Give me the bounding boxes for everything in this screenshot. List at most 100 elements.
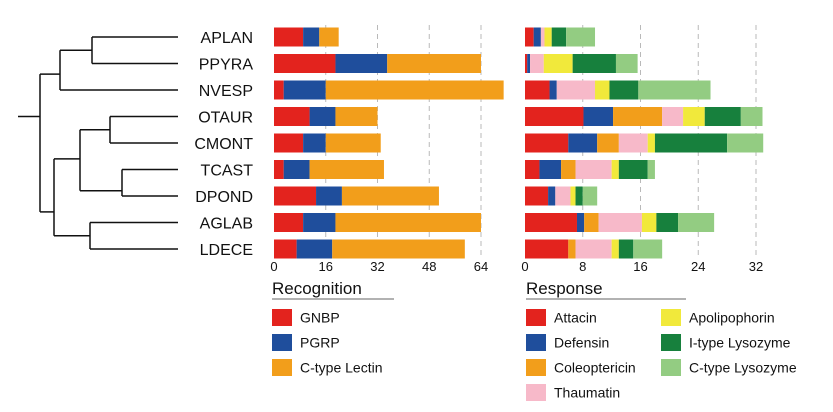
response-bar-nvesp-attacin — [525, 80, 550, 100]
response-bar-dpond-attacin — [525, 186, 549, 206]
recognition-bar-tcast-c-type-lectin — [309, 160, 384, 179]
response-legend-label-thaumatin: Thaumatin — [554, 385, 620, 401]
response-bar-cmont-attacin — [525, 133, 569, 153]
species-label-nvesp: NVESP — [199, 83, 253, 100]
response-bar-ppyra-c-type-lysozyme — [615, 54, 638, 73]
recognition-bar-aplan-c-type-lectin — [319, 27, 339, 47]
recognition-bar-dpond-pgrp — [316, 186, 342, 206]
response-legend: Response Attacin Defensin Coleoptericin Thau… — [526, 279, 797, 401]
response-legend-title: Response — [526, 279, 603, 298]
recognition-bar-dpond-c-type-lectin — [341, 186, 439, 206]
response-bar-ppyra-thaumatin — [530, 54, 544, 73]
response-legend-swatch-apolipophorin — [661, 309, 681, 326]
response-bar-aglab-attacin — [525, 213, 577, 232]
response-legend-swatch-coleoptericin — [526, 359, 546, 376]
response-bar-nvesp-c-type-lysozyme — [638, 80, 711, 100]
response-bar-otaur-attacin — [525, 107, 584, 126]
response-legend-swatch-thaumatin — [526, 384, 546, 401]
response-bar-ldece-apolipophorin — [611, 239, 619, 259]
response-bar-otaur-defensin — [583, 107, 614, 126]
response-legend-swatch-c-type-lysozyme — [661, 359, 681, 376]
recognition-bar-dpond-gnbp — [274, 186, 317, 206]
response-bar-tcast-i-type-lysozyme — [618, 160, 648, 179]
species-label-ldece: LDECE — [200, 242, 253, 259]
species-label-cmont: CMONT — [194, 136, 253, 153]
response-bar-ldece-thaumatin — [575, 239, 612, 259]
response-bar-aplan-i-type-lysozyme — [551, 27, 567, 47]
response-bar-dpond-apolipophorin — [570, 186, 576, 206]
response-bar-aglab-apolipophorin — [641, 213, 657, 232]
recognition-bar-aplan-pgrp — [303, 27, 320, 47]
response-bar-otaur-coleoptericin — [613, 107, 663, 126]
response-bar-ppyra-i-type-lysozyme — [572, 54, 616, 73]
response-bar-dpond-thaumatin — [555, 186, 571, 206]
response-bar-tcast-defensin — [539, 160, 562, 179]
response-bar-aglab-defensin — [576, 213, 585, 232]
response-bar-nvesp-i-type-lysozyme — [609, 80, 639, 100]
recognition-bar-cmont-gnbp — [274, 133, 304, 153]
species-labels: APLAN PPYRA NVESP OTAUR CMONT TCAST DPOND AGLAB… — [194, 30, 253, 259]
recognition-bar-aglab-pgrp — [303, 213, 336, 232]
recognition-bar-ppyra-pgrp — [335, 54, 388, 73]
recognition-legend-label-pgrp: PGRP — [300, 335, 340, 351]
response-bar-tcast-coleoptericin — [561, 160, 576, 179]
recognition-bar-ppyra-gnbp — [274, 54, 336, 73]
response-tick-label-32: 32 — [749, 259, 763, 274]
response-bar-aplan-defensin — [533, 27, 541, 47]
recognition-bar-nvesp-gnbp — [274, 80, 284, 100]
response-bar-aplan-attacin — [525, 27, 534, 47]
response-bar-dpond-i-type-lysozyme — [575, 186, 583, 206]
response-bar-dpond-c-type-lysozyme — [582, 186, 598, 206]
response-bar-ldece-i-type-lysozyme — [618, 239, 634, 259]
recognition-bar-aglab-c-type-lectin — [335, 213, 481, 232]
response-bar-cmont-i-type-lysozyme — [654, 133, 728, 153]
recognition-bar-ldece-pgrp — [296, 239, 333, 259]
recognition-bar-tcast-gnbp — [274, 160, 284, 179]
response-legend-swatch-attacin — [526, 309, 546, 326]
response-bar-tcast-c-type-lysozyme — [647, 160, 655, 179]
recognition-bar-otaur-pgrp — [309, 107, 336, 126]
response-bar-otaur-thaumatin — [662, 107, 684, 126]
phylogenetic-tree — [18, 36, 178, 250]
response-bar-tcast-thaumatin — [575, 160, 612, 179]
response-bar-cmont-c-type-lysozyme — [727, 133, 764, 153]
response-bar-aplan-c-type-lysozyme — [566, 27, 596, 47]
recognition-x-axis: 0 16 32 48 64 — [270, 259, 488, 274]
response-bar-ldece-c-type-lysozyme — [633, 239, 663, 259]
recognition-bar-aplan-gnbp — [274, 27, 304, 47]
species-label-ppyra: PPYRA — [199, 57, 254, 74]
response-legend-label-apolipophorin: Apolipophorin — [689, 310, 775, 326]
recognition-tick-label-0: 0 — [270, 259, 277, 274]
recognition-bar-nvesp-pgrp — [283, 80, 326, 100]
response-bar-tcast-attacin — [525, 160, 540, 179]
species-label-aplan: APLAN — [201, 30, 253, 47]
response-bar-dpond-defensin — [548, 186, 556, 206]
response-x-axis: 0 8 16 24 32 — [521, 259, 763, 274]
response-legend-label-defensin: Defensin — [554, 335, 609, 351]
response-bars — [525, 27, 764, 259]
response-bar-cmont-apolipophorin — [647, 133, 655, 153]
recognition-bar-cmont-c-type-lectin — [325, 133, 381, 153]
recognition-legend-title: Recognition — [272, 279, 362, 298]
response-tick-label-8: 8 — [579, 259, 586, 274]
response-bar-ldece-attacin — [525, 239, 569, 259]
recognition-legend-label-gnbp: GNBP — [300, 310, 340, 326]
response-bar-aplan-thaumatin — [540, 27, 545, 47]
response-panel: 0 8 16 24 32 Response Attacin Defensin Coleopte… — [521, 25, 797, 401]
response-bar-cmont-thaumatin — [618, 133, 648, 153]
recognition-tick-label-32: 32 — [370, 259, 384, 274]
recognition-bar-otaur-gnbp — [274, 107, 310, 126]
species-label-tcast: TCAST — [201, 163, 254, 180]
recognition-bar-tcast-pgrp — [283, 160, 310, 179]
recognition-bar-cmont-pgrp — [303, 133, 326, 153]
recognition-tick-label-16: 16 — [319, 259, 333, 274]
recognition-legend-swatch-pgrp — [272, 334, 292, 351]
response-bar-otaur-apolipophorin — [683, 107, 705, 126]
species-label-dpond: DPOND — [195, 189, 253, 206]
response-legend-label-coleoptericin: Coleoptericin — [554, 360, 636, 376]
response-bar-aglab-thaumatin — [598, 213, 642, 232]
recognition-tick-label-64: 64 — [474, 259, 488, 274]
response-bar-nvesp-apolipophorin — [595, 80, 610, 100]
response-bar-otaur-i-type-lysozyme — [704, 107, 741, 126]
